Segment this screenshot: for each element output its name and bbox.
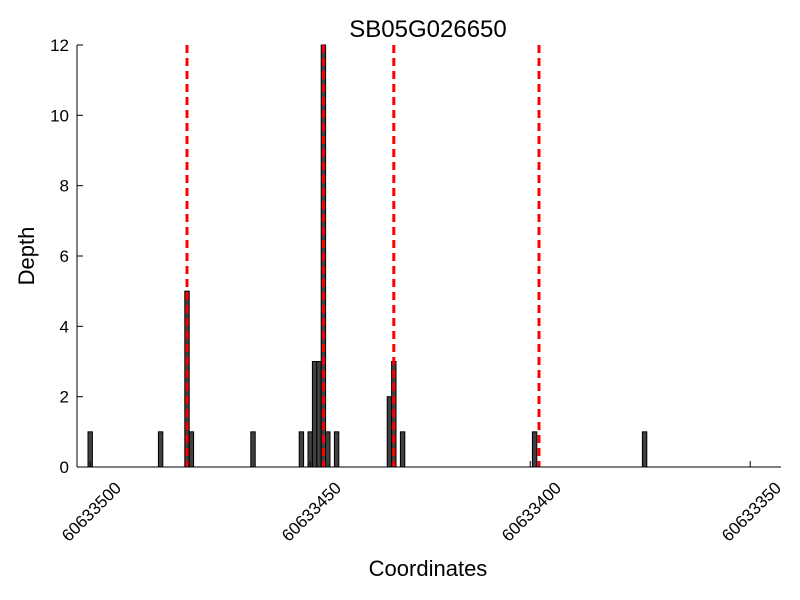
chart-title: SB05G026650	[349, 16, 506, 43]
depth-bar	[399, 431, 406, 468]
x-tick-label: 60633500	[58, 478, 125, 545]
vlines-layer	[185, 45, 541, 467]
x-tick-label: 60633450	[278, 478, 345, 545]
y-tick-label: 4	[60, 317, 69, 336]
y-tick-label: 10	[50, 106, 69, 125]
depth-bar	[641, 431, 648, 468]
depth-bar	[311, 361, 318, 468]
depth-bar	[325, 431, 331, 468]
depth-bar	[316, 361, 322, 468]
y-tick-label: 8	[60, 177, 69, 196]
x-tick-label: 60633350	[718, 478, 785, 545]
depth-bar	[333, 431, 340, 468]
depth-bar	[157, 431, 164, 468]
bars-layer	[87, 44, 648, 468]
y-tick-label: 6	[60, 247, 69, 266]
y-tick-label: 0	[60, 458, 69, 477]
y-tick-label: 12	[50, 36, 69, 55]
depth-bar	[386, 396, 393, 468]
depth-bar	[250, 431, 256, 468]
depth-bar	[298, 431, 305, 468]
depth-bar	[188, 431, 195, 468]
y-tick-label: 2	[60, 388, 69, 407]
x-tick-label: 60633400	[498, 478, 565, 545]
x-axis-title: Coordinates	[369, 556, 488, 581]
depth-bar	[531, 431, 538, 468]
axes-layer: 0 2 4 6 8 10 12 60633500 60633450 60633400 6063335…	[50, 36, 785, 545]
y-axis-title: Depth	[14, 227, 39, 286]
